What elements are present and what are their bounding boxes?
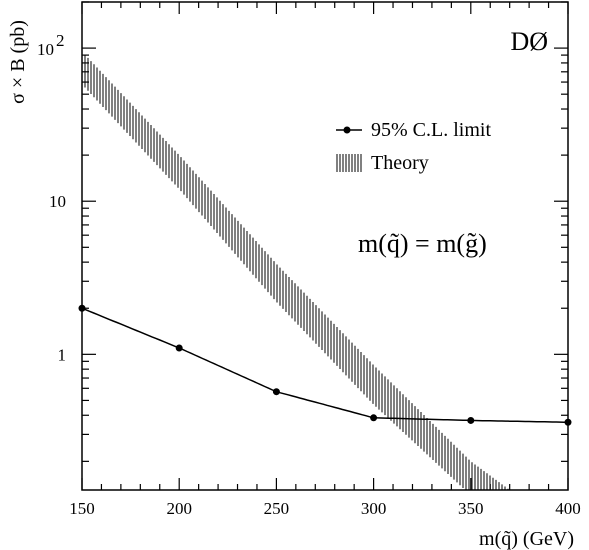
x-tick-label: 400 [555,499,581,518]
limit-point [272,388,280,396]
y-tick-label: 1 [58,345,67,364]
y-axis-title: σ × B (pb) [7,20,29,104]
limit-series [78,304,572,426]
annotation-mass-relation: m(q̃) = m(g̃) [358,229,487,258]
legend-limit-marker [343,126,351,134]
legend: 95% C.L. limit Theory [336,119,491,174]
x-tick-label: 250 [264,499,290,518]
limit-curve [81,307,569,424]
limit-point [564,418,572,426]
x-tick-label: 350 [458,499,484,518]
y-tick-label: 10 [49,192,66,211]
x-tick-label: 200 [166,499,192,518]
legend-theory-label: Theory [371,152,429,174]
limit-point [175,344,183,352]
experiment-label: DØ [510,27,548,56]
legend-theory-swatch [336,154,362,172]
legend-limit-label: 95% C.L. limit [371,119,491,141]
axis-ticks [81,1,569,490]
plot-frame [81,1,569,491]
x-tick-label: 150 [69,499,95,518]
limit-point [370,414,378,422]
x-axis-title: m(q̃) (GeV) [479,528,574,550]
y-tick-exponent: 2 [56,31,65,50]
theory-band [84,54,509,490]
y-tick-label: 10 [37,40,54,59]
limit-point [467,416,475,424]
x-tick-label: 300 [361,499,387,518]
